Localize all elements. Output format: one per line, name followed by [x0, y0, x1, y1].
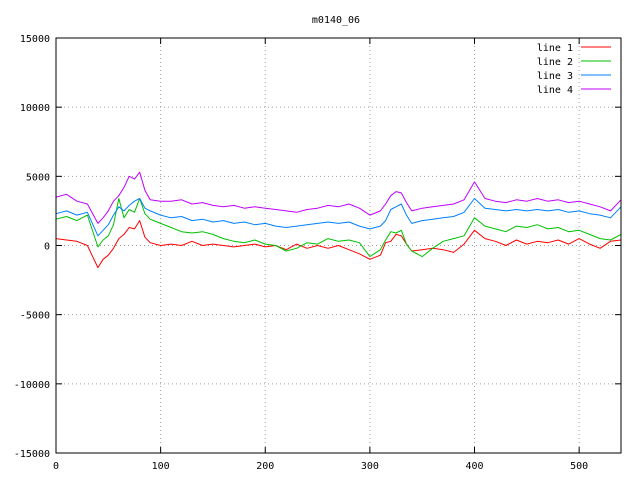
x-tick-label: 300 — [361, 461, 379, 472]
y-tick-label: 5000 — [26, 172, 50, 183]
legend-label-2: line 2 — [537, 57, 573, 68]
x-tick-label: 0 — [53, 461, 59, 472]
legend-label-4: line 4 — [537, 85, 573, 96]
y-tick-label: -10000 — [14, 380, 50, 391]
chart-title: m0140_06 — [312, 15, 360, 26]
y-tick-label: 15000 — [20, 34, 50, 45]
x-tick-label: 500 — [570, 461, 588, 472]
series-line-4 — [55, 171, 622, 224]
series-line-2 — [55, 198, 622, 258]
legend-label-3: line 3 — [537, 71, 573, 82]
series-line-3 — [55, 198, 622, 237]
legend-label-1: line 1 — [537, 43, 573, 54]
y-tick-label: 10000 — [20, 103, 50, 114]
axis-ticks: 0 100 200 300 400 500 -15000 -10000 -5000 0 5000 10… — [14, 34, 621, 472]
series-lines — [55, 171, 622, 269]
y-tick-label: -15000 — [14, 449, 50, 460]
legend: line 1 line 2 line 3 line 4 — [537, 43, 611, 96]
series-line-1 — [55, 220, 622, 269]
y-tick-label: 0 — [44, 242, 50, 253]
y-tick-label: -5000 — [20, 311, 50, 322]
x-tick-label: 200 — [256, 461, 274, 472]
x-tick-label: 100 — [152, 461, 170, 472]
x-tick-label: 400 — [465, 461, 483, 472]
